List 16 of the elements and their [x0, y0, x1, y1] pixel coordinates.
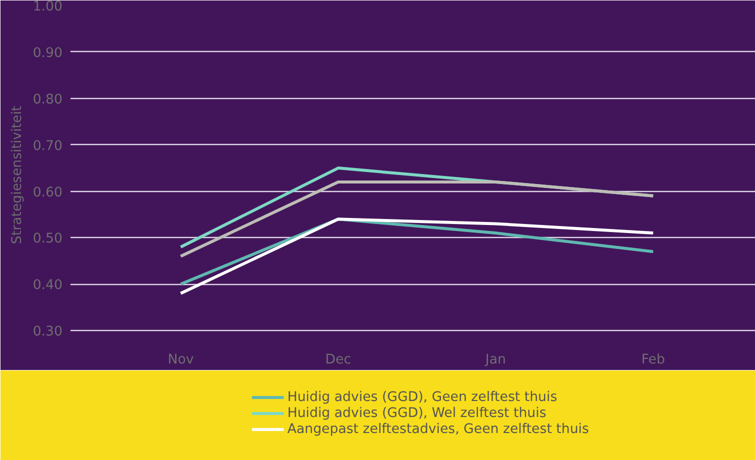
y-tick-label: 0.60 — [32, 185, 63, 200]
y-tick-label: 0.40 — [32, 278, 63, 294]
legend-label: Huidig advies (GGD), Geen zelftest thuis — [287, 390, 558, 405]
y-tick-label: 0.90 — [32, 46, 63, 61]
x-tick-label: Dec — [325, 352, 352, 368]
y-tick-label: 0.70 — [32, 138, 63, 154]
x-tick-label: Feb — [641, 352, 665, 368]
y-tick-label: 0.50 — [32, 232, 63, 247]
legend-label: Aangepast zelftestadvies, Geen zelftest thuis — [287, 422, 589, 437]
y-tick-label: 0.30 — [32, 324, 63, 340]
y-tick-label: 1.00 — [32, 0, 63, 14]
y-axis-title: Strategiesensitiviteit — [10, 106, 25, 244]
x-tick-label: Nov — [168, 352, 194, 368]
y-tick-label: 0.80 — [32, 92, 63, 108]
legend-label: Huidig advies (GGD), Wel zelftest thuis — [287, 406, 546, 421]
x-tick-label: Jan — [484, 352, 506, 368]
